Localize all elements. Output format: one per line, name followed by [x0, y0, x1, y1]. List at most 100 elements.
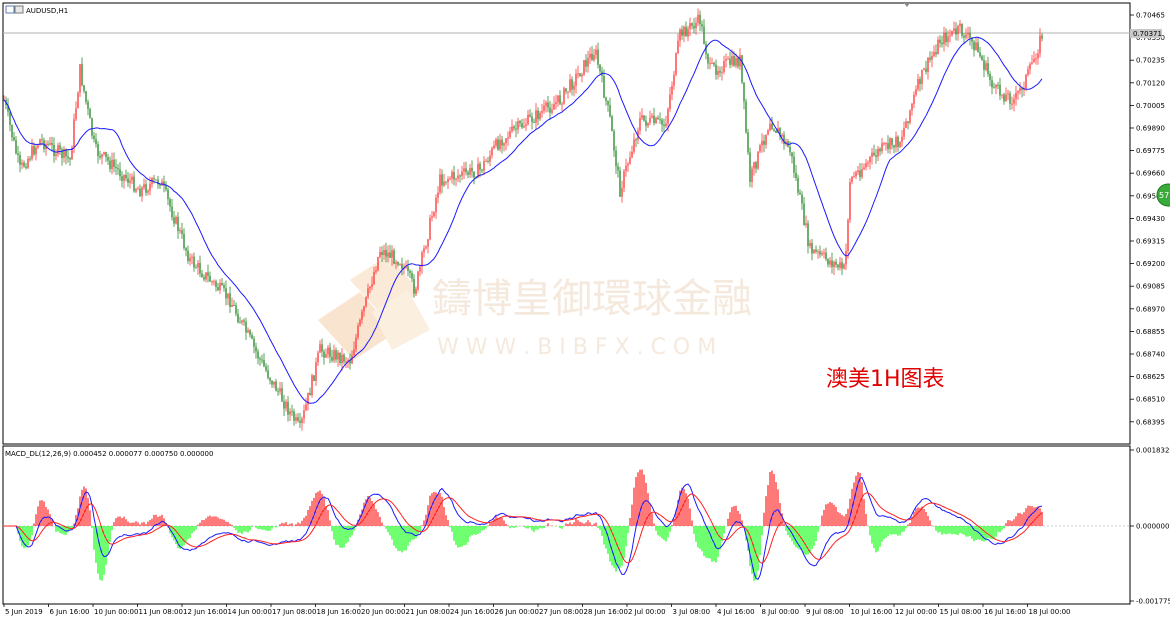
- candle-body: [269, 377, 271, 381]
- candle-body: [281, 388, 283, 402]
- candle-body: [881, 143, 883, 152]
- time-tick-label: 17 Jun 08:00: [272, 608, 316, 616]
- candle-body: [389, 252, 391, 258]
- candle-body: [1017, 91, 1019, 93]
- candle-body: [81, 64, 83, 86]
- candle-body: [263, 360, 265, 367]
- candle-body: [25, 166, 27, 168]
- candle-body: [657, 117, 659, 120]
- candle-body: [541, 110, 543, 113]
- candle-body: [699, 14, 701, 25]
- candle-body: [331, 356, 333, 361]
- candle-body: [363, 306, 365, 312]
- price-pane[interactable]: [2, 2, 1131, 445]
- candle-body: [749, 152, 751, 182]
- candle-body: [437, 192, 439, 198]
- candle-body: [593, 54, 595, 61]
- candle-body: [449, 178, 451, 180]
- candle-body: [433, 212, 435, 217]
- candle-body: [347, 360, 349, 362]
- macd-tick-label: 0.001832: [1136, 447, 1169, 455]
- chart-shift-marker-icon: [904, 3, 910, 7]
- candle-body: [325, 354, 327, 358]
- candle-body: [343, 354, 345, 362]
- candle-body: [879, 148, 881, 152]
- candle-body: [271, 380, 273, 385]
- candle-body: [495, 139, 497, 146]
- candle-body: [185, 248, 187, 251]
- price-tick-label: 0.69545: [1136, 192, 1165, 200]
- candle-body: [669, 94, 671, 110]
- candle-body: [251, 335, 253, 339]
- candle-body: [481, 169, 483, 171]
- candle-body: [117, 168, 119, 170]
- candle-body: [611, 116, 613, 132]
- candle-body: [83, 85, 85, 92]
- candle-body: [549, 107, 551, 113]
- candle-body: [303, 410, 305, 419]
- time-tick-label: 20 Jun 00:00: [361, 608, 405, 616]
- side-badge[interactable]: 57: [1156, 183, 1170, 207]
- candle-body: [527, 114, 529, 125]
- candle-body: [473, 171, 475, 178]
- candle-body: [443, 181, 445, 186]
- candle-body: [1021, 88, 1023, 90]
- candle-body: [253, 338, 255, 347]
- candle-body: [905, 121, 907, 128]
- candle-body: [521, 123, 523, 128]
- candle-body: [165, 185, 167, 190]
- candle-body: [497, 139, 499, 150]
- candle-body: [207, 272, 209, 276]
- candle-body: [195, 267, 197, 269]
- candle-body: [729, 58, 731, 65]
- candle-body: [737, 57, 739, 67]
- candle-body: [227, 293, 229, 299]
- candle-body: [297, 417, 299, 421]
- candle-body: [947, 36, 949, 43]
- candle-body: [201, 273, 203, 278]
- macd-tick-label: 0.000000: [1136, 523, 1169, 531]
- candle-body: [471, 167, 473, 172]
- price-tick-label: 0.68625: [1136, 373, 1165, 381]
- candle-body: [69, 158, 71, 160]
- candle-body: [141, 187, 143, 197]
- candle-body: [231, 304, 233, 307]
- candle-body: [1025, 74, 1027, 89]
- candle-body: [957, 26, 959, 35]
- candle-body: [877, 148, 879, 157]
- candle-body: [415, 289, 417, 294]
- candle-body: [539, 112, 541, 120]
- candle-body: [751, 168, 753, 182]
- candle-body: [19, 154, 21, 165]
- candle-body: [963, 35, 965, 38]
- candle-body: [773, 129, 775, 131]
- candle-body: [813, 249, 815, 254]
- candle-body: [501, 139, 503, 146]
- candle-body: [587, 57, 589, 67]
- candle-body: [887, 143, 889, 149]
- candle-body: [619, 170, 621, 197]
- candle-body: [1015, 92, 1017, 99]
- candle-body: [465, 168, 467, 173]
- candle-body: [67, 156, 69, 159]
- candle-body: [961, 23, 963, 36]
- candle-body: [425, 246, 427, 249]
- candle-body: [867, 162, 869, 164]
- candle-body: [353, 349, 355, 356]
- candle-body: [623, 171, 625, 188]
- candle-body: [871, 152, 873, 157]
- candle-body: [53, 144, 55, 156]
- time-tick-label: 11 Jun 08:00: [139, 608, 183, 616]
- candle-body: [959, 23, 961, 27]
- candle-body: [971, 37, 973, 42]
- candle-body: [129, 180, 131, 183]
- candle-body: [277, 391, 279, 393]
- chart-window-icon: [5, 5, 15, 14]
- candle-body: [479, 163, 481, 170]
- candle-body: [925, 68, 927, 72]
- candle-body: [677, 40, 679, 54]
- candle-body: [393, 250, 395, 264]
- candle-body: [675, 53, 677, 75]
- candle-body: [755, 162, 757, 169]
